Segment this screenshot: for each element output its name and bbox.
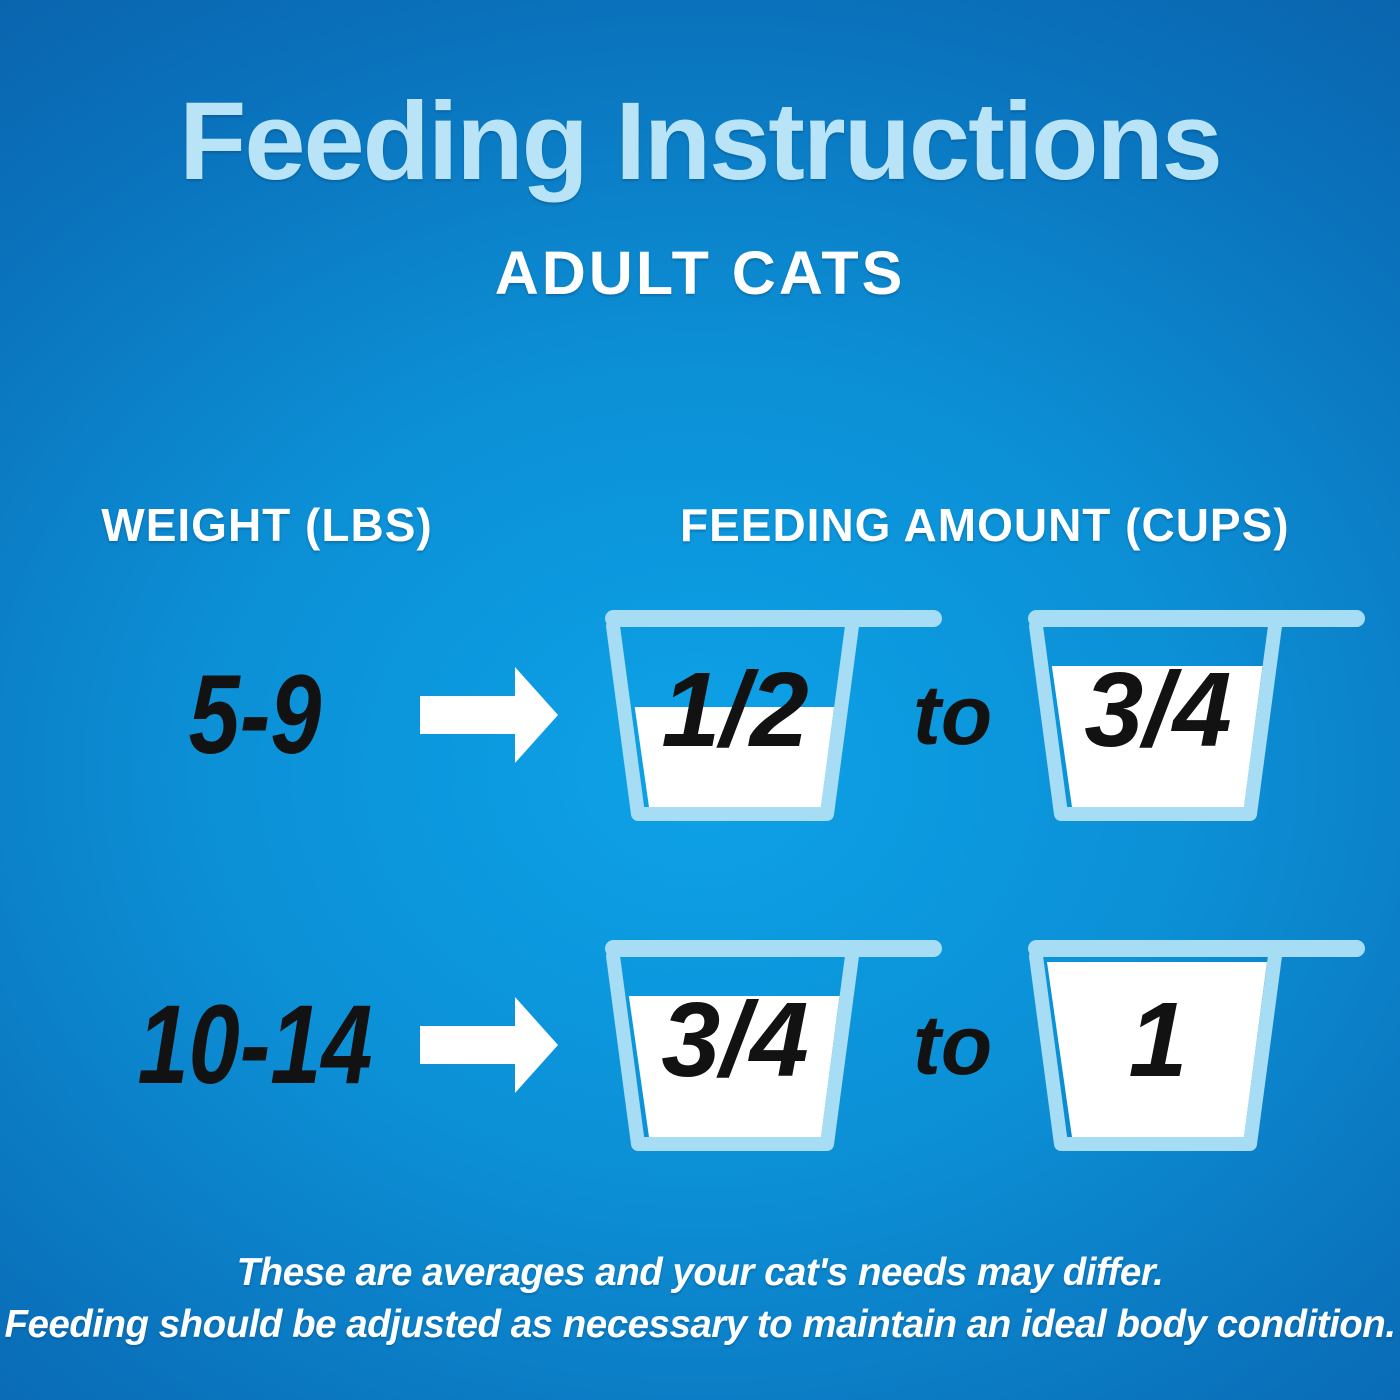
cup-amount-label: 1/2 (661, 650, 809, 769)
measuring-cup-min: 3/4 (605, 940, 945, 1155)
measuring-cup-icon (1028, 610, 1365, 821)
measuring-cup-icon (605, 610, 942, 821)
cup-wall (1029, 949, 1282, 1151)
measuring-cup-max: 3/4 (1028, 610, 1368, 825)
cup-wall (1029, 619, 1282, 821)
cup-fill-level (624, 707, 844, 807)
page-title: Feeding Instructions (179, 80, 1223, 203)
cup-fill-level (1047, 666, 1267, 807)
range-connector: to (912, 668, 993, 762)
weight-range: 10-14 (137, 982, 373, 1107)
measuring-cup-max: 1 (1028, 940, 1368, 1155)
range-connector: to (912, 998, 993, 1092)
cup-fill-level (1047, 962, 1267, 1137)
cup-handle (605, 940, 942, 957)
footnote-line-1: These are averages and your cat's needs … (236, 1251, 1164, 1294)
cup-amount-label: 3/4 (1084, 650, 1232, 769)
cup-handle (605, 610, 942, 627)
arrow-right-icon (420, 667, 558, 763)
weight-column-header: WEIGHT (LBS) (101, 499, 433, 551)
cup-amount-label: 1 (1128, 980, 1188, 1099)
amount-column-header: FEEDING AMOUNT (CUPS) (680, 499, 1290, 551)
cup-handle (1028, 940, 1365, 957)
cup-wall (606, 949, 859, 1151)
feeding-row-2: 10-14 3/4 to 1 (0, 940, 1400, 1155)
measuring-cup-min: 1/2 (605, 610, 945, 825)
measuring-cup-icon (1028, 940, 1365, 1151)
cup-amount-label: 3/4 (661, 980, 809, 1099)
cup-handle (1028, 610, 1365, 627)
weight-range: 5-9 (188, 652, 322, 777)
arrow-right-icon (420, 997, 558, 1093)
feeding-row-1: 5-9 1/2 to 3/4 (0, 610, 1400, 825)
footnote: These are averages and your cat's needs … (0, 1247, 1400, 1351)
measuring-cup-icon (605, 940, 942, 1151)
cup-fill-level (624, 996, 844, 1137)
footnote-line-2: Feeding should be adjusted as necessary … (4, 1302, 1396, 1346)
cup-wall (606, 619, 859, 821)
page-subtitle: ADULT CATS (494, 239, 906, 307)
